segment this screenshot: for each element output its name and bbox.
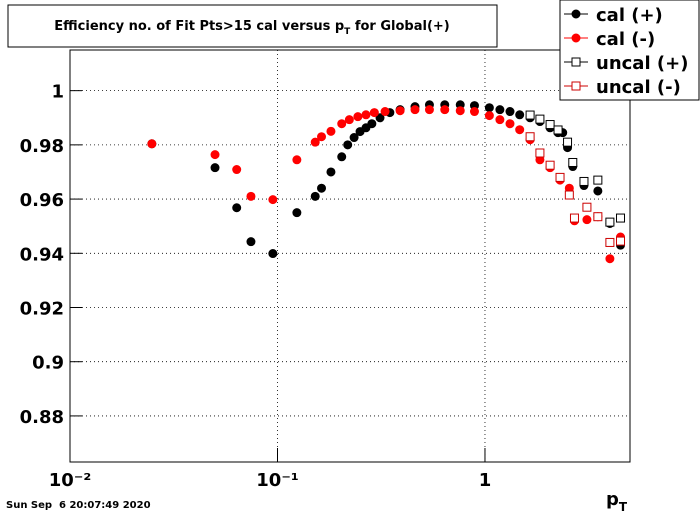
point [440, 105, 450, 115]
point [569, 213, 579, 223]
point [605, 217, 615, 227]
point [593, 186, 603, 196]
point [232, 165, 242, 175]
point [310, 191, 320, 201]
point [515, 125, 525, 135]
point [553, 125, 563, 135]
point [484, 103, 494, 113]
point [593, 212, 603, 222]
point [469, 107, 479, 117]
point [317, 183, 327, 193]
legend-marker [571, 81, 581, 91]
y-tick-label: 0.94 [20, 244, 64, 265]
y-tick-label: 0.98 [20, 136, 64, 157]
point [535, 148, 545, 158]
point [353, 112, 363, 122]
point [410, 105, 420, 115]
point [246, 191, 256, 201]
point [515, 110, 525, 120]
point [525, 110, 535, 120]
point [349, 133, 359, 143]
legend-marker [571, 33, 581, 43]
y-tick-label: 0.92 [20, 299, 64, 320]
point [582, 202, 592, 212]
chart-title: Efficiency no. of Fit Pts>15 cal versus … [54, 19, 449, 37]
point [505, 107, 515, 117]
point [232, 203, 242, 213]
timestamp: Sun Sep 6 20:07:49 2020 [6, 500, 151, 511]
point [292, 208, 302, 218]
point [317, 132, 327, 142]
point [246, 237, 256, 247]
plot-frame [69, 49, 631, 463]
legend-box [559, 0, 700, 101]
point [367, 119, 377, 129]
point [605, 254, 615, 264]
point [545, 160, 555, 170]
legend-label: uncal (+) [596, 53, 688, 74]
point [147, 139, 157, 149]
title-sub: T [344, 27, 351, 37]
point [505, 119, 515, 129]
point [579, 176, 589, 186]
point [344, 115, 354, 125]
point [563, 137, 573, 147]
point [582, 215, 592, 225]
point [593, 175, 603, 185]
point [268, 249, 278, 259]
x-tick-label: 10⁻¹ [256, 470, 298, 491]
point [326, 167, 336, 177]
point [310, 137, 320, 147]
point [292, 155, 302, 165]
point [555, 172, 565, 182]
point [268, 195, 278, 205]
point [545, 120, 555, 130]
point [535, 114, 545, 124]
y-tick-label: 1 [51, 82, 64, 103]
x-label-sub: T [619, 500, 628, 514]
point [495, 105, 505, 115]
point [369, 108, 379, 118]
point [210, 163, 220, 173]
point [343, 140, 353, 150]
point [337, 152, 347, 162]
point [484, 111, 494, 121]
y-tick-label: 0.96 [20, 190, 64, 211]
y-tick-label: 0.9 [32, 353, 64, 374]
point [337, 119, 347, 129]
point [495, 115, 505, 125]
title-box [7, 4, 498, 48]
legend-marker [571, 57, 581, 67]
point [564, 190, 574, 200]
point [210, 150, 220, 160]
y-tick-label: 0.88 [20, 407, 64, 428]
x-axis-label: pT [606, 489, 628, 514]
title-tail: for Global(+) [350, 19, 449, 34]
point [455, 106, 465, 116]
point [616, 213, 626, 223]
point [525, 132, 535, 142]
legend-label: uncal (-) [596, 77, 681, 98]
legend-marker [571, 9, 581, 19]
point [424, 105, 434, 115]
point [605, 237, 615, 247]
point [361, 110, 371, 120]
point [395, 106, 405, 116]
x-tick-label: 1 [479, 470, 492, 491]
x-label-main: p [606, 489, 619, 510]
legend-label: cal (-) [596, 29, 655, 50]
point [380, 107, 390, 117]
legend-label: cal (+) [596, 5, 663, 26]
point [568, 157, 578, 167]
x-tick-label: 10⁻² [49, 470, 91, 491]
point [375, 113, 385, 123]
point [616, 236, 626, 246]
point [326, 126, 336, 136]
title-main: Efficiency no. of Fit Pts>15 cal versus … [54, 19, 344, 34]
